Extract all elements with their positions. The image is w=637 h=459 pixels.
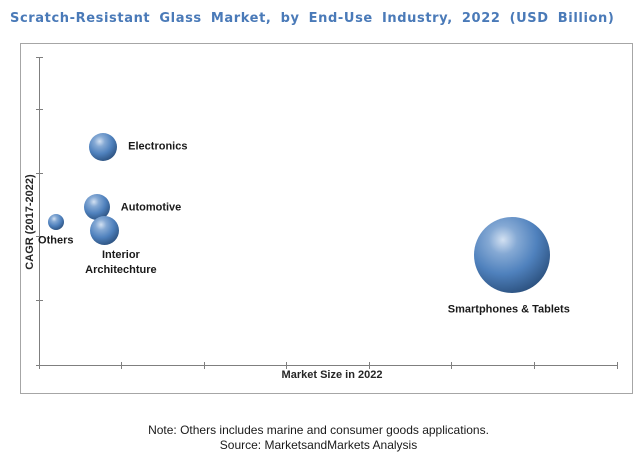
x-axis-tick bbox=[451, 362, 453, 369]
footer-note: Note: Others includes marine and consume… bbox=[148, 423, 489, 437]
x-axis-tick bbox=[616, 362, 618, 369]
x-axis-tick bbox=[286, 362, 288, 369]
y-axis-line bbox=[39, 57, 40, 365]
y-axis-tick bbox=[36, 364, 43, 366]
y-axis-tick bbox=[36, 108, 43, 110]
bubble-label-electronics: Electronics bbox=[128, 140, 188, 153]
y-axis-tick bbox=[36, 172, 43, 174]
x-axis-tick bbox=[203, 362, 205, 369]
y-axis-tick bbox=[36, 300, 43, 302]
x-axis-tick bbox=[38, 362, 40, 369]
bubble-label-automotive: Automotive bbox=[120, 201, 182, 214]
bubble-label-interior-architechture: Interior Architechture bbox=[85, 249, 157, 277]
y-axis-tick bbox=[36, 236, 43, 238]
bubble-label-smartphones-tablets: Smartphones & Tablets bbox=[447, 303, 570, 316]
chart-footer: Note: Others includes marine and consume… bbox=[0, 423, 637, 453]
x-axis-tick bbox=[533, 362, 535, 369]
y-axis-title: CAGR (2017-2022) bbox=[24, 174, 36, 270]
footer-source: Source: MarketsandMarkets Analysis bbox=[219, 438, 418, 452]
bubble-electronics bbox=[89, 132, 118, 161]
bubble-smartphones-tablets bbox=[473, 217, 550, 294]
chart-title: Scratch-Resistant Glass Market, by End-U… bbox=[10, 11, 615, 26]
plot-area bbox=[20, 43, 633, 394]
bubble-label-others: Others bbox=[38, 234, 74, 247]
x-axis-tick bbox=[121, 362, 123, 369]
x-axis-tick bbox=[368, 362, 370, 369]
x-axis-line bbox=[39, 365, 617, 366]
x-axis-title: Market Size in 2022 bbox=[281, 369, 383, 381]
y-axis-tick bbox=[36, 56, 43, 58]
bubble-interior-architechture bbox=[90, 215, 120, 245]
bubble-others bbox=[47, 214, 64, 231]
